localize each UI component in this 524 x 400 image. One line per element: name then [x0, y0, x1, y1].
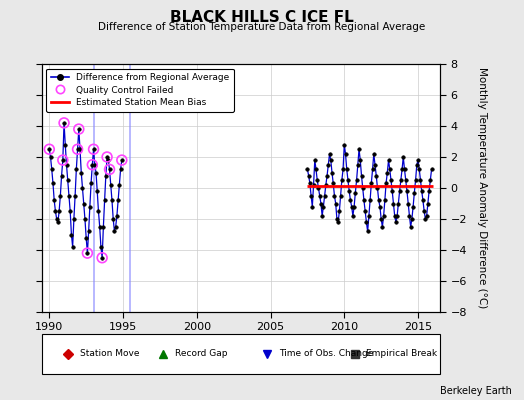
Text: Record Gap: Record Gap [176, 350, 228, 358]
Text: Station Move: Station Move [80, 350, 139, 358]
Point [117, 157, 126, 163]
Legend: Difference from Regional Average, Quality Control Failed, Estimated Station Mean: Difference from Regional Average, Qualit… [47, 68, 234, 112]
Text: Empirical Break: Empirical Break [366, 350, 438, 358]
Text: BLACK HILLS C ICE FL: BLACK HILLS C ICE FL [170, 10, 354, 25]
Point [60, 120, 68, 126]
Point [98, 254, 106, 261]
Point [74, 126, 83, 132]
Point [45, 146, 53, 152]
Point [90, 146, 98, 152]
Point [83, 250, 92, 256]
Point [73, 146, 82, 152]
Y-axis label: Monthly Temperature Anomaly Difference (°C): Monthly Temperature Anomaly Difference (… [476, 67, 486, 309]
Text: Difference of Station Temperature Data from Regional Average: Difference of Station Temperature Data f… [99, 22, 425, 32]
Point [59, 157, 67, 163]
Point [88, 162, 96, 168]
Text: Berkeley Earth: Berkeley Earth [440, 386, 512, 396]
Point [105, 166, 114, 173]
Text: Time of Obs. Change: Time of Obs. Change [279, 350, 373, 358]
Point [103, 154, 111, 160]
